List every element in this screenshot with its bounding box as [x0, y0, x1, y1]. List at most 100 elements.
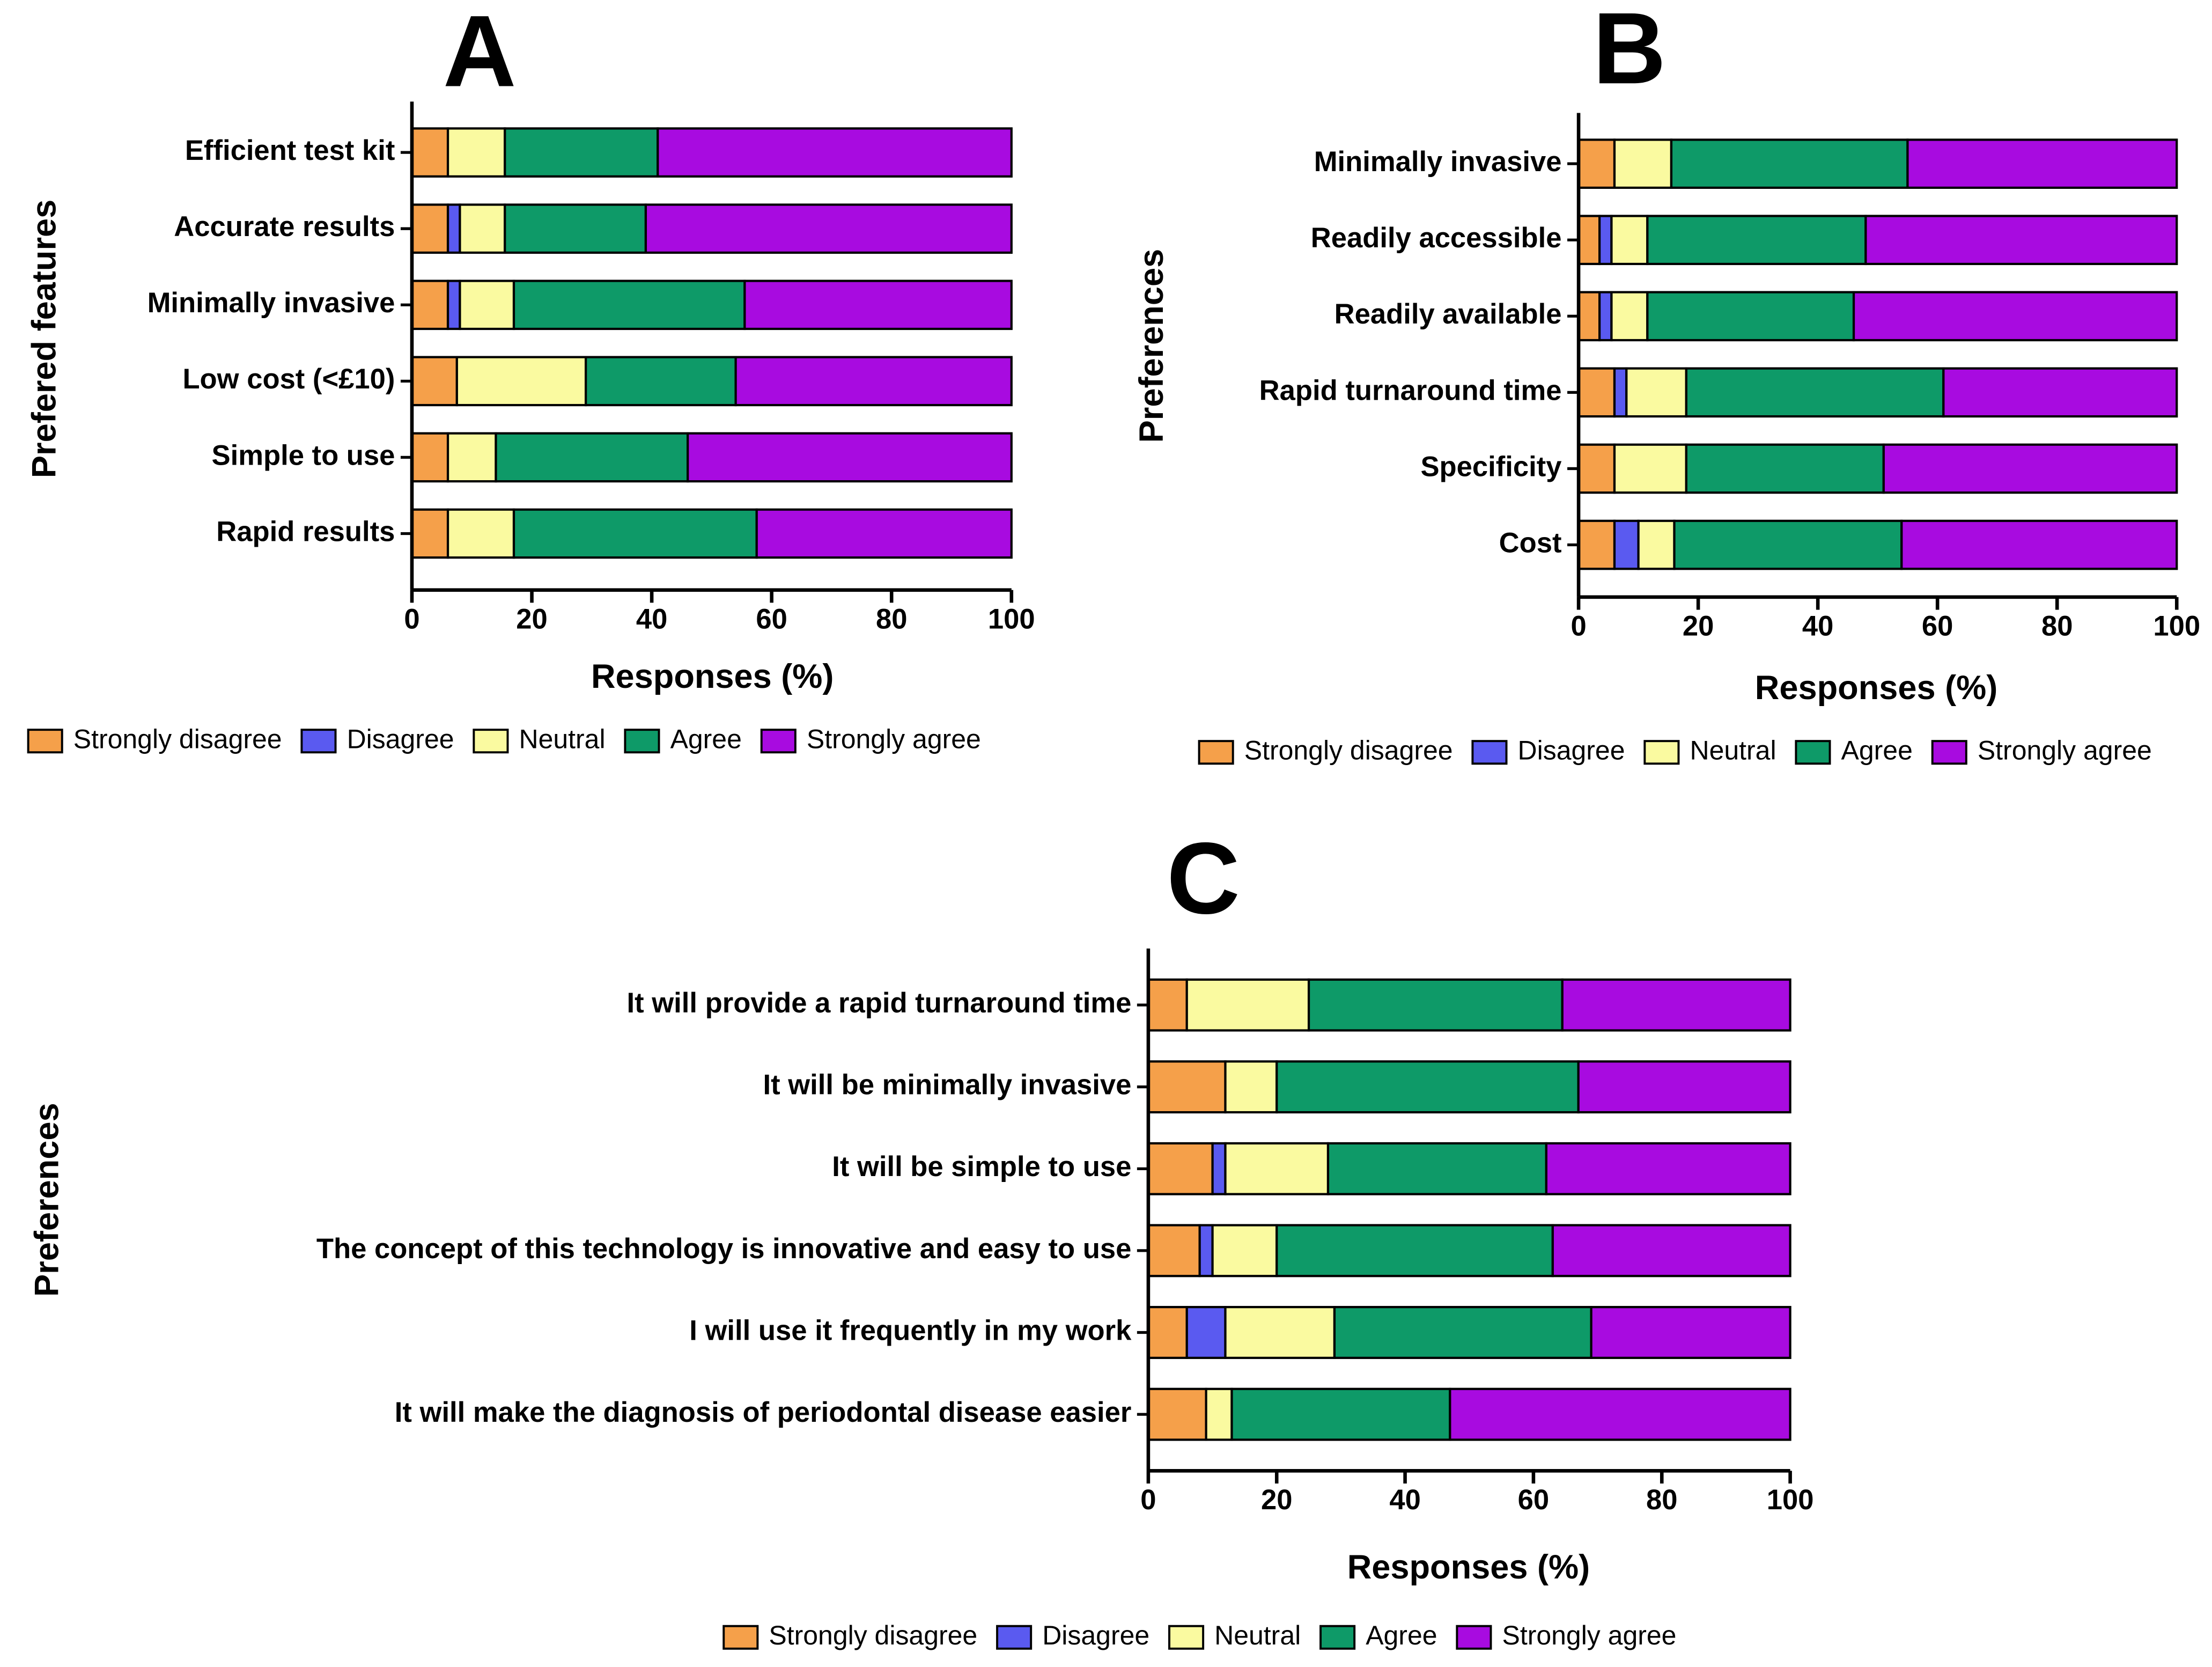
- y-axis-title: Preferences: [1133, 249, 1170, 443]
- x-tick-label: 60: [1518, 1484, 1550, 1516]
- category-label: Cost: [1499, 527, 1562, 559]
- bar-segment: [446, 127, 506, 178]
- x-tick-label: 0: [1140, 1484, 1156, 1516]
- legend-label: Agree: [670, 724, 742, 754]
- x-tick-label: 80: [1646, 1484, 1678, 1516]
- bar-segment: [1613, 519, 1640, 570]
- bar-segment: [1625, 367, 1687, 418]
- x-tick-label: 40: [1802, 611, 1834, 642]
- bar-segment: [446, 432, 497, 483]
- bar-segment: [1449, 1387, 1791, 1441]
- bar-segment: [1326, 1142, 1547, 1195]
- bar-segment: [1185, 1306, 1227, 1359]
- bar-segment: [1205, 1387, 1233, 1441]
- x-tick-label: 20: [516, 603, 548, 635]
- bar-segment: [1670, 138, 1909, 189]
- legend-label: Strongly disagree: [769, 1620, 977, 1650]
- bar-segment: [1561, 978, 1791, 1032]
- bar-segment: [455, 356, 587, 407]
- legend-swatch: [300, 729, 337, 754]
- bar-segment: [512, 508, 758, 559]
- bar-segment: [1577, 519, 1616, 570]
- bar-segment: [1224, 1060, 1278, 1114]
- bar-segment: [1577, 367, 1616, 418]
- x-tick-label: 80: [876, 603, 908, 635]
- legend-label: Strongly agree: [1502, 1620, 1677, 1650]
- legend-swatch: [1931, 740, 1967, 765]
- bar-segment: [446, 203, 461, 254]
- bar-segment: [755, 508, 1013, 559]
- bar-segment: [1230, 1387, 1451, 1441]
- panel-label: A: [443, 0, 517, 108]
- bar-segment: [1852, 291, 2178, 342]
- category-label: It will be simple to use: [832, 1151, 1131, 1183]
- category-label: Minimally invasive: [1314, 146, 1562, 178]
- bar-segment: [1147, 1224, 1201, 1277]
- bar-segment: [1646, 291, 1855, 342]
- bar-segment: [1637, 519, 1676, 570]
- legend-label: Neutral: [519, 724, 606, 754]
- bar-segment: [1147, 1060, 1227, 1114]
- bar-segment: [1275, 1060, 1580, 1114]
- bar-segment: [410, 280, 449, 331]
- legend-swatch: [1198, 740, 1234, 765]
- bar-segment: [1275, 1224, 1554, 1277]
- y-axis-title: Prefered features: [25, 200, 63, 478]
- legend-label: Strongly disagree: [1244, 735, 1453, 765]
- bar-segment: [1577, 138, 1616, 189]
- x-tick-label: 60: [1922, 611, 1953, 642]
- bar-segment: [1185, 978, 1310, 1032]
- bar-segment: [585, 356, 737, 407]
- x-tick-label: 40: [1389, 1484, 1421, 1516]
- legend-swatch: [760, 729, 797, 754]
- bar-segment: [1598, 215, 1613, 266]
- category-label: Rapid turnaround time: [1259, 374, 1562, 406]
- bar-segment: [1613, 367, 1628, 418]
- bar-segment: [410, 508, 449, 559]
- legend-label: Disagree: [1518, 735, 1625, 765]
- category-label: Specificity: [1420, 451, 1561, 482]
- bar-segment: [1211, 1224, 1278, 1277]
- bar-segment: [504, 127, 659, 178]
- y-axis-title: Preferences: [28, 1103, 66, 1297]
- bar-segment: [1590, 1306, 1791, 1359]
- category-label: Low cost (<£10): [182, 363, 395, 395]
- x-tick-label: 40: [636, 603, 668, 635]
- legend-swatch: [473, 729, 509, 754]
- bar-segment: [1551, 1224, 1791, 1277]
- category-label: Efficient test kit: [185, 135, 395, 166]
- legend-label: Disagree: [1042, 1620, 1149, 1650]
- x-tick-label: 20: [1261, 1484, 1293, 1516]
- bar-segment: [687, 432, 1013, 483]
- bar-segment: [504, 203, 647, 254]
- panel-label: C: [1167, 822, 1240, 935]
- legend-swatch: [722, 1625, 759, 1650]
- legend-label: Strongly agree: [1978, 735, 2152, 765]
- legend-swatch: [1319, 1625, 1356, 1650]
- bar-segment: [1224, 1142, 1330, 1195]
- bar-segment: [1147, 1387, 1207, 1441]
- legend-label: Strongly agree: [807, 724, 981, 754]
- x-tick-label: 20: [1683, 611, 1714, 642]
- category-label: Simple to use: [212, 439, 395, 471]
- legend-label: Strongly disagree: [73, 724, 282, 754]
- x-tick-label: 0: [1570, 611, 1586, 642]
- x-tick-label: 100: [988, 603, 1035, 635]
- x-tick-label: 100: [2153, 611, 2200, 642]
- bar-segment: [1646, 215, 1867, 266]
- bar-segment: [1864, 215, 2178, 266]
- bar-segment: [446, 280, 461, 331]
- x-axis-title: Responses (%): [1347, 1548, 1590, 1586]
- bar-segment: [1613, 443, 1687, 494]
- bar-segment: [1598, 291, 1613, 342]
- bar-segment: [1610, 215, 1649, 266]
- legend-swatch: [1643, 740, 1680, 765]
- category-label: Accurate results: [174, 211, 395, 243]
- legend-swatch: [996, 1625, 1033, 1650]
- bar-segment: [1673, 519, 1903, 570]
- bar-segment: [1224, 1306, 1336, 1359]
- bar-segment: [459, 280, 515, 331]
- bar-segment: [1307, 978, 1564, 1032]
- x-axis-title: Responses (%): [1755, 669, 1997, 707]
